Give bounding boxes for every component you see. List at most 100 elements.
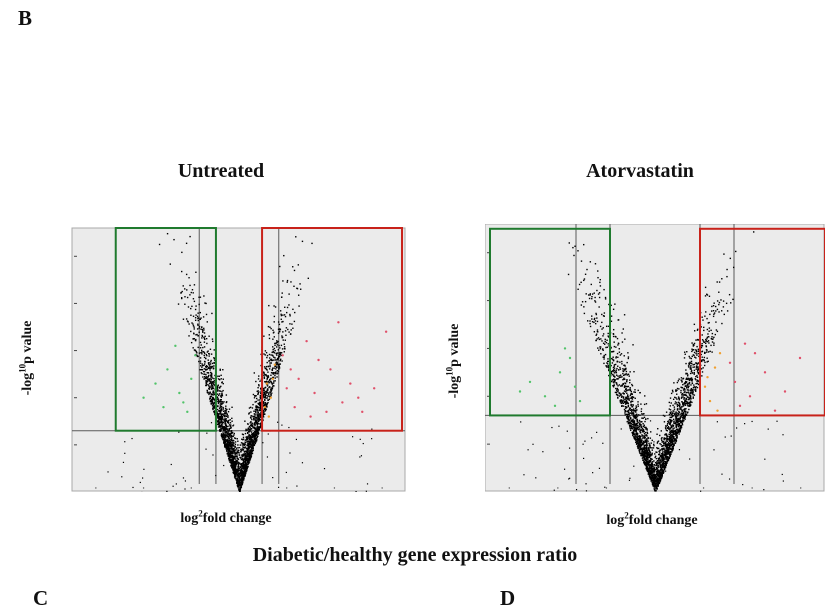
data-point [240,481,243,483]
data-point [269,365,271,368]
data-point [238,482,241,484]
data-point [213,393,216,396]
data-point [254,421,256,424]
data-point [222,368,224,371]
data-point [221,413,224,416]
data-point [240,472,243,474]
data-point [249,451,251,453]
data-point [645,458,648,460]
data-point [278,323,281,326]
data-point [256,406,259,408]
data-point [200,368,202,371]
data-point [229,434,231,437]
data-point [203,346,206,348]
data-point [231,459,234,462]
data-point [236,473,238,475]
data-point [635,417,638,419]
data-point [632,421,634,424]
data-point [255,416,258,419]
data-point [234,466,237,468]
data-point [231,439,233,442]
data-point [691,372,693,374]
data-point [606,365,608,367]
data-point [692,354,695,356]
data-point [272,355,274,357]
data-point [233,472,235,474]
data-point [203,364,205,367]
data-point [732,298,734,301]
data-point [635,443,638,445]
data-point [670,435,672,438]
data-point [643,424,645,427]
data-point [251,434,254,436]
data-point [685,395,688,397]
data-point [598,292,601,294]
data-point [288,426,290,429]
data-point [250,436,252,438]
data-point [641,449,643,452]
data-point [189,284,191,287]
data-point [202,370,205,373]
data-point [234,451,236,453]
data-point [232,452,235,454]
data-point [621,400,623,402]
data-point [282,314,284,316]
data-point [652,484,655,486]
data-point [645,447,648,450]
data-point [694,388,697,390]
data-point [237,467,239,470]
data-point [253,413,256,415]
data-point [250,444,253,446]
data-point [256,430,259,433]
data-point [197,335,199,337]
data-point [650,477,652,479]
data-point [687,396,689,398]
data-point [264,381,266,383]
data-point [625,397,627,399]
data-point [634,422,636,424]
data-point [217,415,220,417]
data-point [685,397,687,400]
data-point [211,400,214,402]
data-point [222,439,225,441]
data-point [249,437,252,439]
data-point [688,362,690,365]
data-point [602,342,605,344]
data-point [223,428,225,430]
data-point [237,484,239,487]
data-point [224,412,227,415]
data-point [702,319,704,321]
data-point [204,357,207,360]
data-point [637,438,640,440]
data-point [232,458,234,460]
data-point [184,288,186,290]
data-point [636,415,639,417]
data-point [600,338,602,340]
data-point [220,426,222,428]
data-point [594,320,597,322]
data-point [599,325,602,328]
data-point [219,428,221,431]
data-point [221,400,223,403]
data-point [200,344,202,346]
data-point [657,480,659,482]
data-point [697,371,700,374]
data-point [236,475,238,477]
data-point [649,476,651,478]
data-point [240,484,242,487]
data-point [676,415,678,417]
data-point [621,332,623,334]
data-point [256,439,258,441]
data-point [247,442,249,444]
data-point [672,448,674,450]
data-point [360,455,363,457]
data-point [210,388,213,390]
data-point [203,376,206,378]
data-point [283,343,285,345]
data-point [264,392,266,394]
data-point [280,352,283,354]
data-point [274,372,277,375]
data-point [612,366,615,369]
data-point [217,419,219,422]
data-point [666,430,668,432]
